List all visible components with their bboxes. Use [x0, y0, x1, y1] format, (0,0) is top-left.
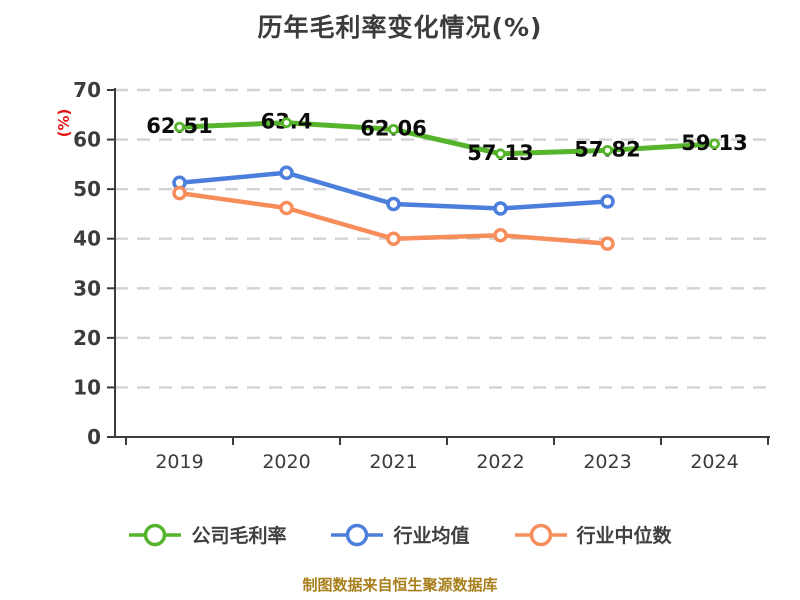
data-point-company-gross-margin — [602, 144, 613, 156]
y-tick-label: 40 — [73, 227, 101, 251]
legend-item-industry-average: 行业均值 — [330, 521, 470, 548]
data-point-industry-average — [279, 165, 294, 181]
data-point-industry-average — [386, 196, 401, 212]
legend-item-company-gross-margin: 公司毛利率 — [128, 521, 286, 548]
legend-item-industry-median: 行业中位数 — [514, 521, 672, 548]
legend-label-company-gross-margin: 公司毛利率 — [191, 525, 287, 547]
y-tick-label: 30 — [73, 276, 101, 300]
data-point-company-gross-margin — [281, 117, 292, 129]
data-point-company-gross-margin — [174, 121, 185, 133]
data-point-industry-median — [386, 231, 401, 246]
y-tick-label: 60 — [73, 128, 101, 152]
data-point-industry-median — [600, 236, 615, 251]
y-tick-label: 10 — [73, 375, 101, 399]
x-tick-label: 2021 — [369, 451, 417, 473]
legend-marker-industry-average — [331, 523, 384, 546]
x-tick-label: 2019 — [155, 451, 203, 473]
data-point-industry-median — [493, 227, 508, 243]
data-point-company-gross-margin — [388, 123, 399, 135]
data-point-industry-average — [493, 201, 508, 216]
y-tick-label: 50 — [73, 177, 101, 201]
x-tick-label: 2024 — [690, 451, 738, 473]
data-point-company-gross-margin — [709, 138, 720, 150]
data-point-company-gross-margin — [495, 148, 506, 160]
series-line-company-gross-margin — [177, 120, 717, 157]
legend-label-industry-median: 行业中位数 — [576, 525, 672, 547]
legend-marker-company-gross-margin — [129, 523, 182, 546]
chart-legend: 公司毛利率 行业均值 行业中位数 — [0, 521, 800, 548]
data-point-industry-median — [172, 185, 187, 201]
data-source-note: 制图数据来自恒生聚源数据库 — [302, 576, 498, 594]
legend-label-industry-average: 行业均值 — [393, 525, 470, 547]
y-tick-label: 20 — [73, 326, 101, 350]
y-tick-label: 0 — [87, 425, 101, 449]
y-tick-label: 70 — [73, 78, 101, 102]
x-tick-label: 2022 — [476, 451, 524, 473]
chart-title: 历年毛利率变化情况(%) — [257, 13, 543, 42]
legend-marker-industry-median — [514, 523, 567, 546]
x-tick-label: 2020 — [262, 451, 310, 473]
data-point-industry-average — [600, 194, 615, 209]
line-chart-plot-area: 0102030405060702019202020212022202320246… — [73, 78, 770, 473]
x-tick-label: 2023 — [583, 451, 631, 473]
data-point-industry-median — [279, 200, 294, 216]
